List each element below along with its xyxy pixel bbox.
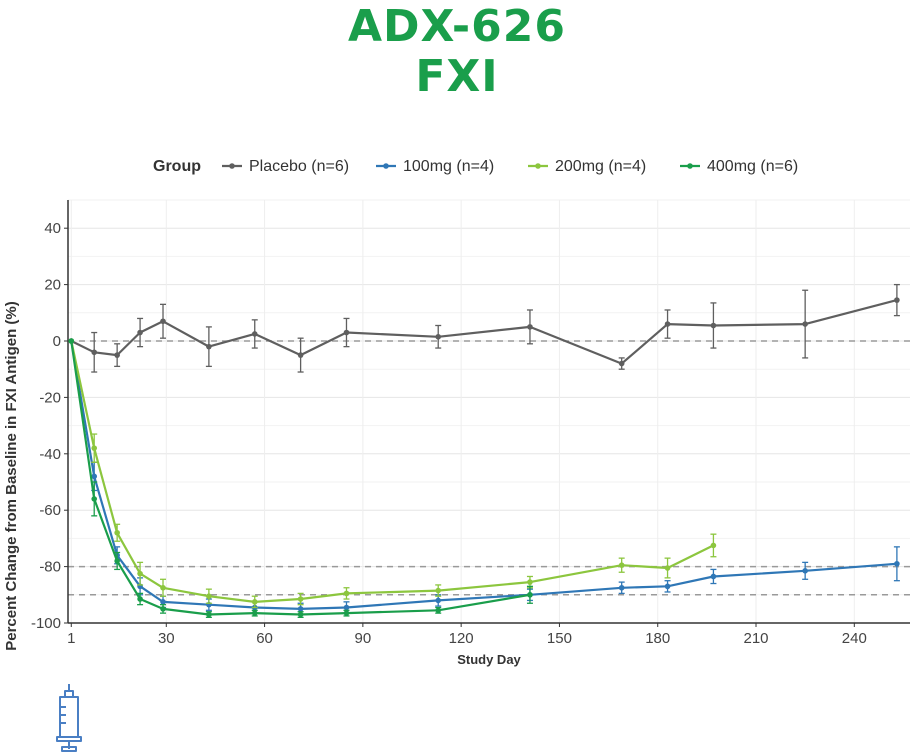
data-point [160, 584, 166, 591]
series-group [68, 283, 900, 619]
reference-lines [68, 340, 910, 596]
y-tick-label: -20 [39, 389, 61, 406]
legend-swatch-dot [687, 163, 693, 169]
data-point [160, 599, 166, 605]
x-tick-label: 210 [743, 630, 768, 647]
data-point [68, 338, 75, 344]
data-point [710, 573, 717, 580]
data-point [206, 593, 212, 600]
data-point [160, 318, 166, 325]
data-point [802, 321, 808, 327]
data-point [251, 599, 258, 605]
data-point [297, 611, 304, 618]
data-point [894, 297, 900, 303]
data-point [114, 529, 120, 536]
chart-title: ADX-626 FXI [0, 2, 914, 102]
legend-entry-label: Placebo (n=6) [249, 158, 349, 175]
data-point [618, 360, 625, 367]
data-point [664, 583, 671, 590]
data-point [343, 604, 350, 611]
y-tick-label: 20 [44, 277, 61, 294]
data-point [710, 542, 717, 549]
x-tick-label: 180 [645, 630, 670, 647]
data-point [664, 565, 671, 571]
series-line [70, 340, 714, 603]
legend-entry-label: 100mg (n=4) [403, 158, 494, 175]
data-point [297, 606, 304, 612]
data-point [297, 596, 304, 602]
x-tick-label: 60 [256, 630, 273, 647]
data-point [160, 606, 166, 612]
data-point [618, 584, 625, 591]
data-point [206, 343, 212, 350]
legend-entry-label: 200mg (n=4) [555, 158, 646, 175]
x-tick-label: 90 [355, 630, 372, 647]
series-100mg [68, 338, 900, 616]
y-tick-label: -60 [39, 502, 61, 519]
x-tick-label: 30 [158, 630, 175, 647]
data-point [894, 560, 900, 567]
legend-entry-label: 400mg (n=6) [707, 158, 798, 175]
data-point [618, 562, 625, 568]
y-axis-label: Percent Change from Baseline in FXI Anti… [3, 301, 20, 651]
series-placebo [68, 283, 900, 373]
series-400mg [68, 338, 533, 619]
data-point [802, 568, 808, 574]
data-point [251, 331, 258, 337]
data-point [137, 570, 143, 577]
data-point [251, 610, 258, 616]
line-chart: 40 20 0 -20 -40 -60 -80 -100 1 30 60 90 120 150 180 210… [3, 158, 910, 667]
title-line-target: FXI [415, 51, 499, 102]
x-axis-label: Study Day [457, 652, 521, 667]
legend: Group Placebo (n=6) 100mg (n=4) 200mg (n=4)… [153, 158, 798, 175]
data-point [137, 329, 143, 336]
y-tick-label: 0 [53, 333, 61, 350]
title-line-drug: ADX-626 [347, 1, 567, 52]
x-tick-label: 120 [449, 630, 474, 647]
data-point [435, 587, 442, 594]
data-point [527, 579, 533, 585]
legend-title: Group [153, 158, 201, 175]
legend-swatch-dot [535, 163, 541, 169]
data-point [435, 333, 442, 340]
y-tick-label: -100 [31, 615, 61, 632]
data-point [91, 496, 98, 502]
data-point [343, 610, 350, 616]
axes: 40 20 0 -20 -40 -60 -80 -100 1 30 60 90 120 150 180 210… [31, 200, 910, 647]
series-line [70, 340, 897, 610]
data-point [527, 592, 533, 598]
data-point [435, 607, 442, 614]
data-point [137, 596, 143, 602]
gridlines [68, 199, 910, 624]
data-point [710, 322, 717, 329]
legend-swatch-dot [383, 163, 389, 169]
series-line [70, 299, 898, 365]
x-tick-label: 1 [67, 630, 75, 647]
data-point [91, 473, 98, 480]
x-tick-label: 150 [547, 630, 572, 647]
x-tick-label: 240 [842, 630, 867, 647]
y-tick-label: -40 [39, 446, 61, 463]
data-point [114, 352, 120, 358]
data-point [206, 611, 212, 618]
data-point [91, 349, 98, 356]
data-point [343, 329, 350, 336]
data-point [297, 352, 304, 358]
syringe-icon [56, 684, 82, 752]
data-point [343, 590, 350, 597]
y-tick-label: 40 [44, 220, 61, 237]
legend-swatch-dot [229, 163, 235, 169]
data-point [527, 324, 533, 330]
data-point [91, 445, 98, 451]
data-point [435, 597, 442, 604]
data-point [664, 321, 671, 327]
data-point [114, 558, 120, 564]
y-tick-label: -80 [39, 559, 61, 576]
